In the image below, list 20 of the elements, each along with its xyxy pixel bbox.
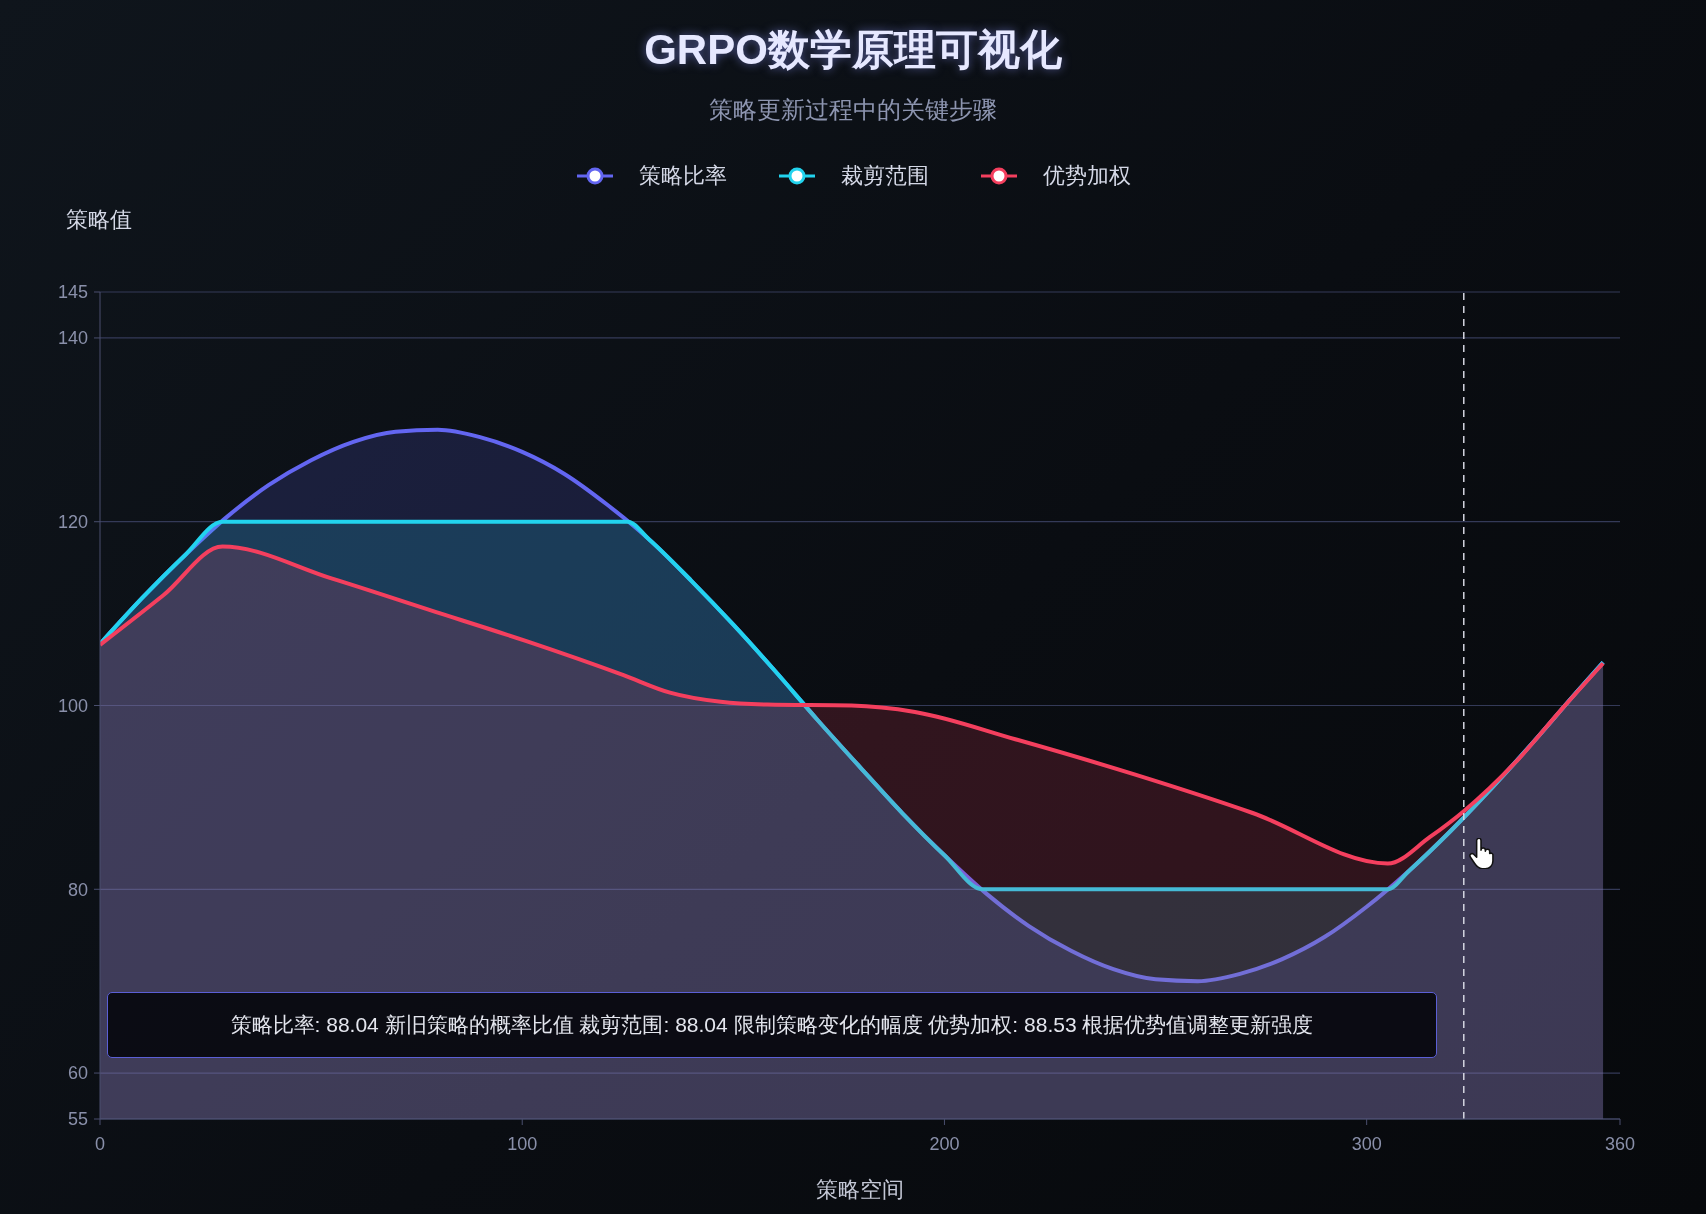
y-tick-label: 140 <box>57 328 88 349</box>
annotation: 策略比率: 88.04 新旧策略的概率比值 裁剪范围: 88.04 限制策略变化的幅度 优势加权: 88.53 根据优势值调整更新强度 <box>230 1012 1314 1038</box>
legend-label: 优势加权 <box>1043 162 1131 190</box>
y-tick-label: 120 <box>57 512 88 533</box>
chart-title: GRPO数学原理可视化 <box>643 25 1063 75</box>
legend-label: 裁剪范围 <box>841 162 929 190</box>
x-tick-label: 360 <box>1604 1133 1636 1154</box>
chart-subtitle: 策略更新过程中的关键步骤 <box>708 95 998 125</box>
y-axis-title: 策略值 <box>66 206 132 234</box>
y-tick-label: 55 <box>67 1109 88 1130</box>
y-tick-label: 60 <box>67 1063 88 1084</box>
y-tick-label: 145 <box>57 282 88 303</box>
x-tick-label: 0 <box>94 1133 106 1154</box>
x-tick-label: 100 <box>507 1133 538 1154</box>
x-tick-label: 200 <box>929 1133 960 1154</box>
legend-label: 策略比率 <box>639 162 727 190</box>
x-tick-label: 300 <box>1351 1133 1382 1154</box>
x-axis-title: 策略空间 <box>815 1176 905 1204</box>
y-tick-label: 100 <box>57 695 88 716</box>
y-tick-label: 80 <box>67 879 88 900</box>
